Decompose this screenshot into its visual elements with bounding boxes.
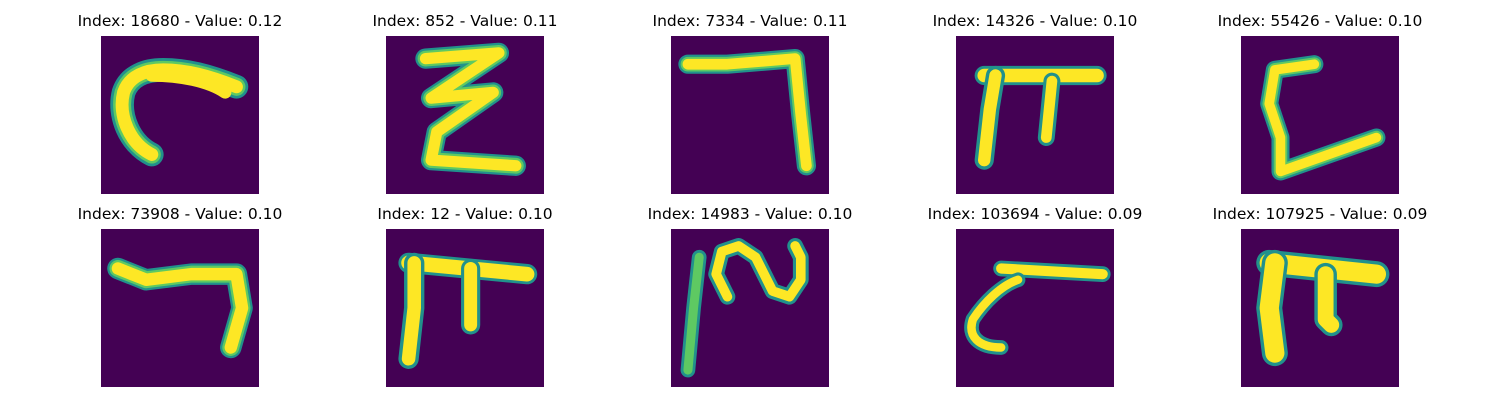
c-with-bar-glyph xyxy=(964,260,1111,355)
pi-shape-bold-glyph xyxy=(1256,249,1390,367)
glyph-image xyxy=(101,36,259,194)
panel-title: Index: 14326 - Value: 0.10 xyxy=(932,12,1138,30)
glyph-image xyxy=(1241,229,1399,387)
image-panel-4: Index: 14326 - Value: 0.10 xyxy=(925,12,1145,194)
glyph-image xyxy=(956,36,1114,194)
panel-title: Index: 73908 - Value: 0.10 xyxy=(77,205,283,223)
c-curve-glyph xyxy=(110,58,249,167)
image-panel-2: Index: 852 - Value: 0.11 xyxy=(355,12,575,194)
glyph-image xyxy=(956,229,1114,387)
glyph-image xyxy=(671,229,829,387)
pi-shape-wide-glyph xyxy=(398,252,538,369)
image-panel-6: Index: 73908 - Value: 0.10 xyxy=(70,205,290,387)
panel-title: Index: 852 - Value: 0.11 xyxy=(372,12,558,30)
seven-hook-short-glyph xyxy=(107,257,253,359)
glyph-image xyxy=(101,229,259,387)
panel-title: Index: 103694 - Value: 0.09 xyxy=(927,205,1143,223)
image-panel-3: Index: 7334 - Value: 0.11 xyxy=(640,12,860,194)
panel-title: Index: 12 - Value: 0.10 xyxy=(377,205,553,223)
image-panel-5: Index: 55426 - Value: 0.10 xyxy=(1210,12,1430,194)
panel-title: Index: 14983 - Value: 0.10 xyxy=(647,205,853,223)
panel-title: Index: 7334 - Value: 0.11 xyxy=(652,12,848,30)
image-panel-7: Index: 12 - Value: 0.10 xyxy=(355,205,575,387)
glyph-image xyxy=(671,36,829,194)
tilde-stroke-glyph xyxy=(680,238,809,378)
panel-title: Index: 107925 - Value: 0.09 xyxy=(1212,205,1428,223)
glyph-image xyxy=(1241,36,1399,194)
glyph-image xyxy=(386,229,544,387)
image-panel-8: Index: 14983 - Value: 0.10 xyxy=(640,205,860,387)
glyph-image xyxy=(386,36,544,194)
l-shape-glyph xyxy=(1260,55,1386,181)
panel-title: Index: 55426 - Value: 0.10 xyxy=(1217,12,1423,30)
pi-shape-glyph xyxy=(974,65,1107,170)
zigzag-glyph xyxy=(415,42,526,176)
seven-hook-glyph xyxy=(678,48,817,176)
image-panel-9: Index: 103694 - Value: 0.09 xyxy=(925,205,1145,387)
image-panel-10: Index: 107925 - Value: 0.09 xyxy=(1210,205,1430,387)
panel-title: Index: 18680 - Value: 0.12 xyxy=(77,12,283,30)
image-panel-1: Index: 18680 - Value: 0.12 xyxy=(70,12,290,194)
